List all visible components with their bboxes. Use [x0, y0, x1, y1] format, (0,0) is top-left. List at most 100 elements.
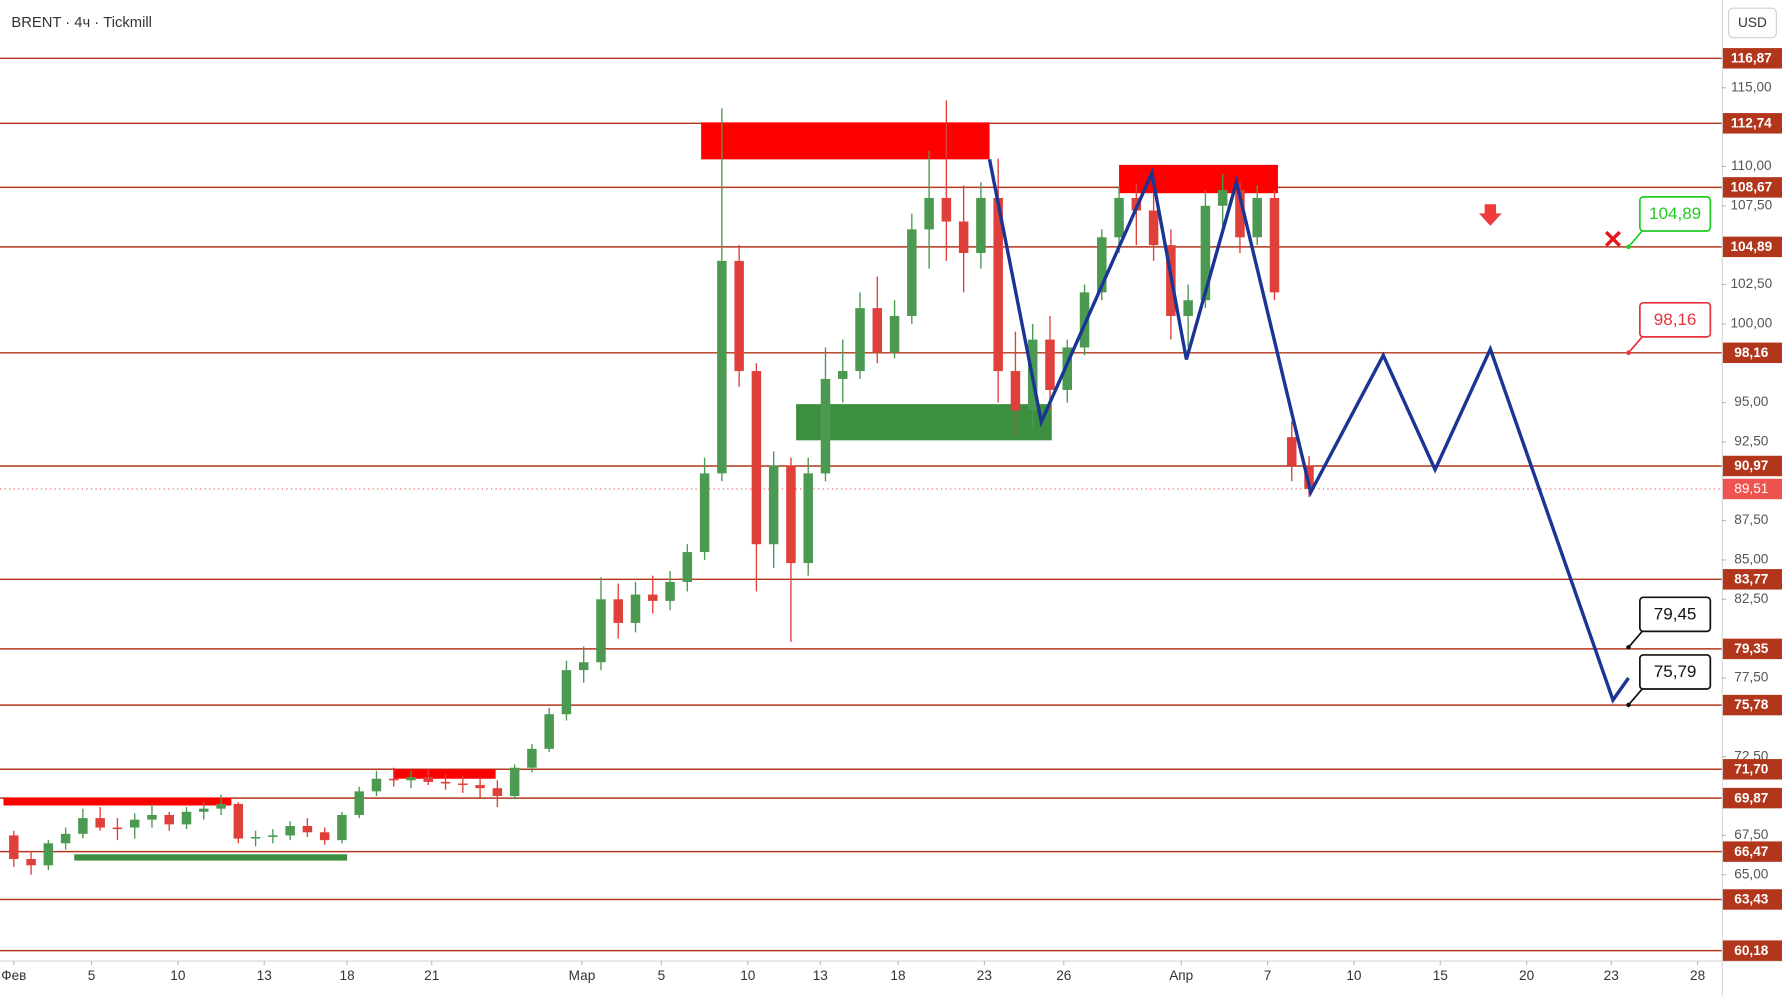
x-tick-label: 18	[890, 968, 905, 983]
candle-body	[1045, 339, 1055, 390]
candle-body	[78, 818, 88, 834]
x-tick-label: 10	[740, 968, 756, 983]
candle-body	[665, 581, 675, 601]
marker-cross	[1604, 230, 1621, 247]
candle-body	[1235, 190, 1245, 238]
candle-body	[423, 777, 434, 782]
candle-body	[458, 783, 468, 786]
axes: 115,00 110,00 107,50 102,50 100,00 95,00 92,50…	[1, 48, 1782, 983]
candle-body	[147, 814, 157, 820]
candle-body	[440, 781, 451, 784]
chart-title: BRENT · 4ч · Tickmill	[11, 15, 152, 31]
level-label-bg	[1722, 694, 1782, 716]
currency-box[interactable]	[1728, 7, 1777, 39]
x-tick-label: 13	[257, 968, 272, 983]
y-tick-label: 82,50	[1734, 591, 1769, 606]
candle-body	[889, 315, 900, 353]
candle-body	[786, 465, 796, 564]
candle-body	[578, 662, 589, 671]
candle-body	[216, 803, 226, 809]
x-tick-label: 10	[1346, 968, 1362, 983]
callout: 75,79	[1626, 654, 1712, 708]
zone	[796, 404, 1052, 441]
candle-body	[855, 308, 865, 372]
x-tick-label: 26	[1056, 968, 1071, 983]
y-tick-label: 77,50	[1734, 670, 1769, 685]
candle-body	[250, 836, 261, 839]
candle-body	[509, 767, 520, 797]
callout-label: 75,79	[1654, 662, 1697, 681]
candle-body	[233, 803, 244, 839]
candle-body	[1079, 292, 1090, 348]
candle-body	[1097, 237, 1107, 293]
level-label-bg	[1722, 569, 1782, 590]
callout: 98,16	[1626, 301, 1712, 356]
candle-body	[1304, 465, 1314, 489]
candle-body	[268, 835, 278, 837]
callout-box	[1639, 196, 1712, 232]
y-tick-label: 110,00	[1731, 158, 1772, 173]
x-tick-label: Апр	[1169, 968, 1193, 983]
candle-body	[337, 814, 347, 841]
candle-body	[872, 308, 883, 353]
candle-body	[1287, 437, 1297, 466]
level-label: 69,87	[1734, 790, 1768, 805]
x-tick-label: 10	[170, 968, 186, 983]
candle-body	[388, 778, 399, 781]
levels	[0, 57, 1722, 952]
candle-body	[492, 788, 503, 797]
level-label: 116,87	[1731, 50, 1772, 65]
cross-mark	[1604, 230, 1621, 247]
candle-body	[43, 843, 54, 866]
x-tick-label: 7	[1264, 968, 1272, 983]
x-tick-label: 15	[1433, 968, 1448, 983]
level-label-bg	[1722, 236, 1782, 258]
candle-body	[354, 791, 364, 815]
candle-body	[768, 465, 779, 545]
x-tick-label: 23	[977, 968, 992, 983]
candle-body	[958, 221, 969, 254]
zone	[1119, 164, 1278, 194]
currency: USD	[1738, 15, 1767, 30]
y-tick-label: 100,00	[1730, 315, 1772, 330]
level-label: 90,97	[1734, 458, 1768, 473]
marker-arrow-down	[1478, 204, 1502, 226]
level-label-bg	[1722, 638, 1782, 660]
callout-pointer	[1627, 630, 1643, 648]
candle-body	[406, 777, 416, 781]
time-axis	[0, 960, 1782, 996]
callout-label: 104,89	[1649, 204, 1701, 223]
level-label: 104,89	[1730, 239, 1772, 254]
candle-body	[164, 814, 174, 825]
zone	[3, 797, 232, 806]
callout-label: 98,16	[1654, 310, 1697, 329]
level-label: 60,18	[1734, 943, 1769, 958]
x-tick-label: 5	[658, 968, 666, 983]
candle-body	[302, 825, 313, 833]
candle-body	[838, 371, 848, 379]
candle-body	[527, 748, 537, 768]
candle-body	[112, 827, 123, 830]
plot	[3, 100, 1314, 875]
y-tick-label: 85,00	[1734, 552, 1769, 567]
candle-body	[26, 859, 36, 866]
candle-body	[976, 197, 986, 254]
y-tick-label: 65,00	[1734, 866, 1769, 881]
y-tick-label: 102,50	[1730, 276, 1772, 291]
level-label-bg	[1722, 787, 1782, 809]
candle-body	[199, 808, 209, 812]
x-tick-label: 23	[1604, 968, 1619, 983]
y-tick-label: 107,50	[1730, 197, 1772, 212]
level-label-bg	[1722, 841, 1782, 862]
candle-body	[544, 714, 554, 749]
candle-body	[1252, 197, 1262, 238]
level-label: 71,70	[1734, 761, 1769, 776]
level-label: 98,16	[1734, 345, 1769, 360]
candle-body	[181, 811, 192, 825]
candle-body	[1217, 190, 1228, 206]
x-tick-label: Мар	[569, 968, 596, 983]
x-tick-label: 20	[1519, 968, 1535, 983]
callout-pointer	[1627, 688, 1643, 706]
candle-body	[1148, 210, 1159, 246]
level-label-bg	[1722, 48, 1782, 69]
